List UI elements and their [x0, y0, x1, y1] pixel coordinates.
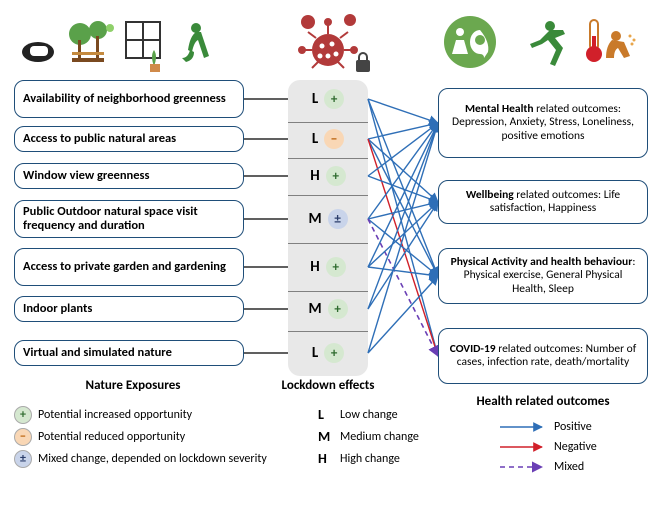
legend-line-row: Mixed: [498, 460, 584, 474]
legend-change-row: M Medium change: [318, 428, 419, 445]
outcome-text: Wellbeing related outcomes: Life satisfa…: [447, 189, 639, 215]
lockdown-letter: M: [308, 210, 321, 228]
lockdown-header-icons: [278, 10, 378, 76]
outcome-text: Mental Health related outcomes: Depressi…: [447, 103, 639, 143]
legend-letter: M: [318, 428, 334, 445]
legend-text: Mixed: [554, 460, 584, 474]
lockdown-letter: L: [312, 130, 318, 148]
lockdown-badge: +: [326, 166, 346, 186]
lockdown-cell: L−: [288, 127, 368, 151]
legend-badge-icon: ±: [14, 450, 32, 468]
lockdown-separator: [288, 158, 368, 159]
legend-line-icon: [498, 421, 548, 433]
legend-letter: H: [318, 450, 334, 467]
exposure-box: Public Outdoor natural space visit frequ…: [14, 200, 244, 238]
outcome-box: Mental Health related outcomes: Depressi…: [438, 88, 648, 158]
lockdown-badge: +: [324, 343, 344, 363]
exposure-box: Availability of neighborhood greenness: [14, 80, 244, 118]
legend-text: Potential reduced opportunity: [38, 430, 185, 444]
lockdown-separator: [288, 195, 368, 196]
legend-text: Negative: [554, 440, 597, 454]
legend-text: High change: [340, 452, 400, 466]
outcome-header-icons: [438, 12, 648, 74]
legend-text: Potential increased opportunity: [38, 408, 192, 422]
legend-change-row: H High change: [318, 450, 400, 467]
exposure-header-icons: [18, 14, 238, 72]
lockdown-cell: L+: [288, 87, 368, 111]
legend-badge-icon: +: [14, 406, 32, 424]
legend-text: Positive: [554, 420, 592, 434]
legend-opportunity-row: + Potential increased opportunity: [14, 406, 192, 424]
col-title-outcomes: Health related outcomes: [448, 394, 638, 409]
diagram-root: L+L−H+M±H+M+L+ Nature Exposures Lockdown…: [8, 8, 658, 514]
lockdown-cell: M+: [288, 297, 368, 321]
lockdown-separator: [288, 291, 368, 292]
exposure-box: Virtual and simulated nature: [14, 340, 244, 366]
lockdown-separator: [288, 331, 368, 332]
exposure-box: Access to public natural areas: [14, 126, 244, 152]
outcome-box: Wellbeing related outcomes: Life satisfa…: [438, 180, 648, 224]
legend-change-row: L Low change: [318, 406, 398, 423]
legend-letter: L: [318, 406, 334, 423]
legend-line-row: Positive: [498, 420, 592, 434]
lockdown-letter: H: [310, 167, 319, 185]
lockdown-letter: M: [308, 300, 321, 318]
exposure-box: Access to private garden and gardening: [14, 248, 244, 286]
exposure-box: Indoor plants: [14, 296, 244, 322]
lockdown-cell: M±: [288, 207, 368, 231]
lockdown-badge: ±: [328, 209, 348, 229]
legend-opportunity-row: ± Mixed change, depended on lockdown seve…: [14, 450, 267, 468]
lockdown-letter: L: [312, 344, 318, 362]
lockdown-letter: H: [310, 258, 319, 276]
exposure-box: Window view greenness: [14, 163, 244, 189]
lockdown-cell: H+: [288, 255, 368, 279]
lockdown-cell: H+: [288, 164, 368, 188]
lockdown-badge: −: [324, 129, 344, 149]
outcome-text: Physical Activity and health behaviour: …: [447, 256, 639, 296]
legend-text: Mixed change, depended on lockdown sever…: [38, 452, 267, 466]
col-title-exposures: Nature Exposures: [58, 378, 208, 393]
lockdown-separator: [288, 122, 368, 123]
lockdown-badge: +: [324, 89, 344, 109]
legend-text: Low change: [340, 408, 398, 422]
lockdown-cell: L+: [288, 341, 368, 365]
legend-line-icon: [498, 441, 548, 453]
lockdown-separator: [288, 243, 368, 244]
legend-line-row: Negative: [498, 440, 597, 454]
lockdown-badge: +: [328, 299, 348, 319]
legend-text: Medium change: [340, 430, 419, 444]
legend-opportunity-row: −Potential reduced opportunity: [14, 428, 185, 446]
outcome-box: Physical Activity and health behaviour: …: [438, 248, 648, 304]
outcome-box: COVID-19 related outcomes: Number of cas…: [438, 328, 648, 384]
legend-line-icon: [498, 461, 548, 473]
outcome-text: COVID-19 related outcomes: Number of cas…: [447, 343, 639, 369]
lockdown-badge: +: [326, 257, 346, 277]
legend-badge-icon: −: [14, 428, 32, 446]
col-title-lockdown: Lockdown effects: [268, 378, 388, 393]
lockdown-column: L+L−H+M±H+M+L+: [288, 80, 368, 376]
lockdown-letter: L: [312, 90, 318, 108]
